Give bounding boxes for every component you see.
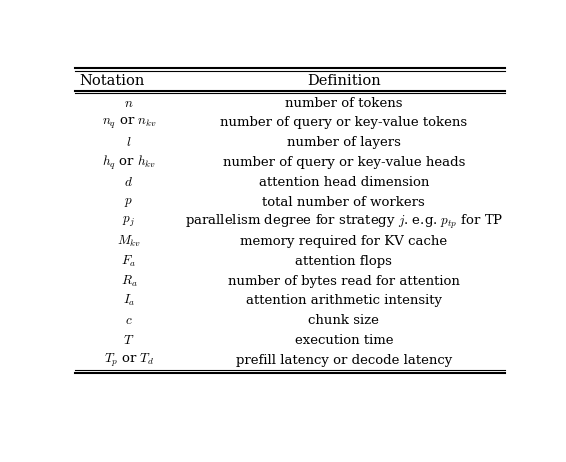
Text: total number of workers: total number of workers	[263, 195, 425, 208]
Text: $p_j$: $p_j$	[122, 215, 135, 229]
Text: $d$: $d$	[125, 176, 134, 189]
Text: $F_a$: $F_a$	[121, 254, 136, 269]
Text: $I_a$: $I_a$	[123, 293, 135, 309]
Text: $n$: $n$	[124, 97, 134, 110]
Text: parallelism degree for strategy $j$. e.g. $p_{tp}$ for TP: parallelism degree for strategy $j$. e.g…	[185, 213, 503, 231]
Text: number of query or key-value heads: number of query or key-value heads	[222, 156, 465, 169]
Text: number of bytes read for attention: number of bytes read for attention	[228, 274, 460, 288]
Text: $T_p$ or $T_d$: $T_p$ or $T_d$	[104, 352, 154, 369]
Text: attention head dimension: attention head dimension	[259, 176, 429, 189]
Text: Definition: Definition	[307, 73, 381, 88]
Text: prefill latency or decode latency: prefill latency or decode latency	[235, 353, 452, 367]
Text: number of query or key-value tokens: number of query or key-value tokens	[220, 116, 468, 129]
Text: $R_a$: $R_a$	[121, 274, 137, 289]
Text: $T$: $T$	[123, 334, 135, 347]
Text: $l$: $l$	[126, 136, 132, 149]
Text: $p$: $p$	[125, 195, 134, 208]
Text: execution time: execution time	[294, 334, 393, 347]
Text: memory required for KV cache: memory required for KV cache	[240, 235, 447, 248]
Text: attention flops: attention flops	[295, 255, 392, 268]
Text: attention arithmetic intensity: attention arithmetic intensity	[246, 294, 442, 307]
Text: Notation: Notation	[79, 73, 145, 88]
Text: chunk size: chunk size	[308, 314, 379, 327]
Text: $M_{kv}$: $M_{kv}$	[117, 234, 141, 249]
Text: $h_q$ or $h_{kv}$: $h_q$ or $h_{kv}$	[102, 153, 156, 171]
Text: $c$: $c$	[125, 314, 132, 327]
Text: number of tokens: number of tokens	[285, 97, 402, 110]
Text: $n_q$ or $n_{kv}$: $n_q$ or $n_{kv}$	[101, 116, 156, 131]
Text: number of layers: number of layers	[287, 136, 401, 149]
